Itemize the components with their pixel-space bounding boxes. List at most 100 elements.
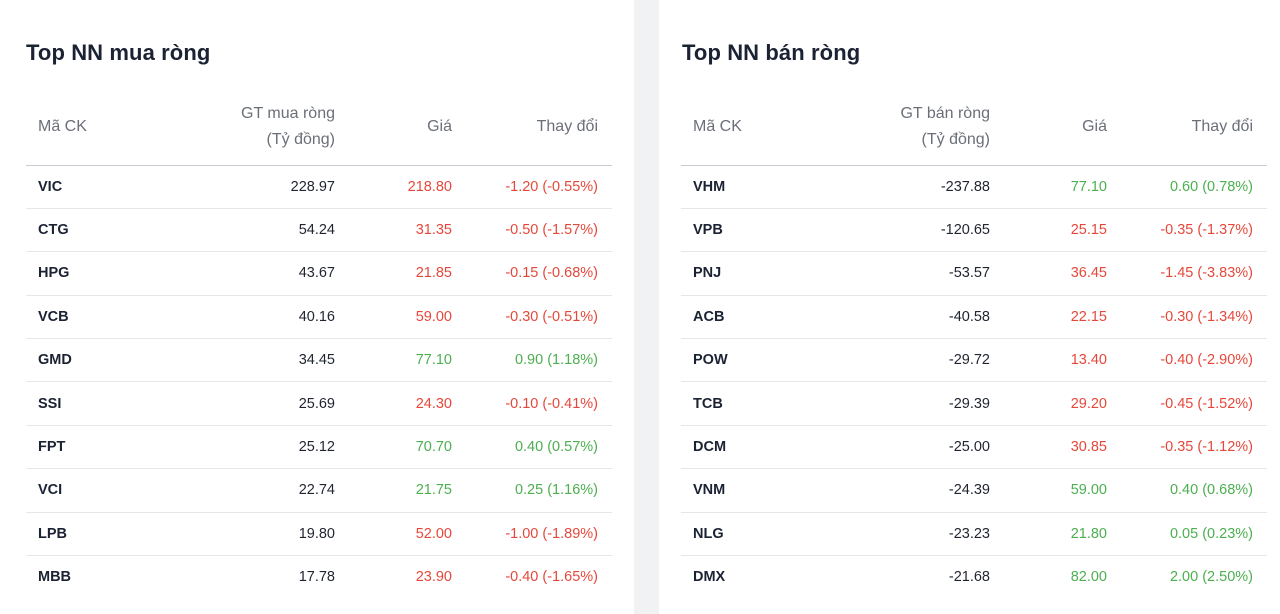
table-row[interactable]: PNJ -53.57 36.45 -1.45 (-3.83%) xyxy=(681,251,1267,296)
top-foreign-net-sell-panel: Top NN bán ròng Mã CK GT bán ròng (Tỷ đồ… xyxy=(659,0,1280,614)
price-change: 0.05 (0.23%) xyxy=(1121,512,1267,557)
price: 21.75 xyxy=(349,468,466,513)
stock-code[interactable]: LPB xyxy=(26,512,171,557)
stock-code[interactable]: MBB xyxy=(38,569,72,586)
price: 29.20 xyxy=(1004,381,1121,426)
table-row[interactable]: GMD 34.45 77.10 0.90 (1.18%) xyxy=(26,338,612,383)
table-row[interactable]: POW -29.72 13.40 -0.40 (-2.90%) xyxy=(681,338,1267,383)
stock-code[interactable]: CTG xyxy=(26,208,171,253)
price-change: 0.40 (0.68%) xyxy=(1121,468,1267,513)
price: 59.00 xyxy=(1004,468,1121,513)
price-change: -0.50 (-1.57%) xyxy=(466,208,612,253)
stock-code[interactable]: SSI xyxy=(26,381,171,426)
price-change: -0.10 (-0.41%) xyxy=(466,381,612,426)
header-value-line2: (Tỷ đồng) xyxy=(921,131,990,149)
net-value: 25.69 xyxy=(171,381,349,426)
price-change: -0.40 (-2.90%) xyxy=(1121,338,1267,383)
table-row[interactable]: CTG 54.24 31.35 -0.50 (-1.57%) xyxy=(26,208,612,253)
stock-code[interactable]: PNJ xyxy=(681,251,826,296)
table-row[interactable]: LPB 19.80 52.00 -1.00 (-1.89%) xyxy=(26,512,612,557)
table-row[interactable]: ACB -40.58 22.15 -0.30 (-1.34%) xyxy=(681,295,1267,340)
table-row[interactable]: VCI 22.74 21.75 0.25 (1.16%) xyxy=(26,468,612,513)
price: 24.30 xyxy=(349,381,466,426)
net-value: -40.58 xyxy=(826,295,1004,340)
net-value: 19.80 xyxy=(171,512,349,557)
stock-code[interactable]: DMX xyxy=(693,569,726,586)
table-row[interactable]: SSI 25.69 24.30 -0.10 (-0.41%) xyxy=(26,381,612,426)
price-change: -0.30 (-1.34%) xyxy=(1121,295,1267,340)
net-value: -29.39 xyxy=(826,381,1004,426)
price-change: -0.45 (-1.52%) xyxy=(1121,381,1267,426)
price-change: 0.25 (1.16%) xyxy=(466,468,612,513)
price: 82.00 xyxy=(1070,569,1107,586)
net-value: -237.88 xyxy=(826,165,1004,209)
stock-code[interactable]: DCM xyxy=(681,425,826,470)
table-row[interactable]: HPG 43.67 21.85 -0.15 (-0.68%) xyxy=(26,251,612,296)
stock-code[interactable]: NLG xyxy=(681,512,826,557)
net-value: 228.97 xyxy=(171,165,349,209)
stock-code[interactable]: HPG xyxy=(26,251,171,296)
panel-title: Top NN mua ròng xyxy=(26,40,211,65)
table-row[interactable]: MBB 17.78 23.90 -0.40 (-1.65%) xyxy=(26,556,612,599)
price-change: 0.60 (0.78%) xyxy=(1121,165,1267,209)
price: 25.15 xyxy=(1004,208,1121,253)
table-row[interactable]: FPT 25.12 70.70 0.40 (0.57%) xyxy=(26,425,612,470)
net-value: 54.24 xyxy=(171,208,349,253)
header-change: Thay đổi xyxy=(1121,90,1267,166)
price: 22.15 xyxy=(1004,295,1121,340)
stock-code[interactable]: VHM xyxy=(681,165,826,209)
price-change: 0.40 (0.57%) xyxy=(466,425,612,470)
stock-code[interactable]: VIC xyxy=(26,165,171,209)
net-value: 40.16 xyxy=(171,295,349,340)
stock-code[interactable]: FPT xyxy=(26,425,171,470)
net-value: 43.67 xyxy=(171,251,349,296)
stock-code[interactable]: VPB xyxy=(681,208,826,253)
panel-title: Top NN bán ròng xyxy=(682,40,861,65)
stock-code[interactable]: VCB xyxy=(26,295,171,340)
table-row[interactable]: DCM -25.00 30.85 -0.35 (-1.12%) xyxy=(681,425,1267,470)
table-row[interactable]: NLG -23.23 21.80 0.05 (0.23%) xyxy=(681,512,1267,557)
stock-code[interactable]: VCI xyxy=(26,468,171,513)
price: 77.10 xyxy=(349,338,466,383)
net-value: 25.12 xyxy=(171,425,349,470)
net-value: -120.65 xyxy=(826,208,1004,253)
header-code: Mã CK xyxy=(26,90,171,166)
price: 23.90 xyxy=(415,569,452,586)
table-row[interactable]: DMX -21.68 82.00 2.00 (2.50%) xyxy=(681,556,1267,599)
stock-code[interactable]: VNM xyxy=(681,468,826,513)
header-code: Mã CK xyxy=(681,90,826,166)
price-change: -0.35 (-1.12%) xyxy=(1121,425,1267,470)
table-header: Mã CK GT bán ròng (Tỷ đồng) Giá Thay đổi xyxy=(681,90,1267,166)
price: 21.80 xyxy=(1004,512,1121,557)
net-value: 22.74 xyxy=(171,468,349,513)
net-value: -29.72 xyxy=(826,338,1004,383)
stock-code[interactable]: ACB xyxy=(681,295,826,340)
stock-code[interactable]: TCB xyxy=(681,381,826,426)
price-change: -0.40 (-1.65%) xyxy=(505,569,598,586)
stock-code[interactable]: POW xyxy=(681,338,826,383)
header-value-line2: (Tỷ đồng) xyxy=(266,131,335,149)
price-change: -1.20 (-0.55%) xyxy=(466,165,612,209)
price-change: -0.35 (-1.37%) xyxy=(1121,208,1267,253)
table-row[interactable]: VPB -120.65 25.15 -0.35 (-1.37%) xyxy=(681,208,1267,253)
net-value: 34.45 xyxy=(171,338,349,383)
price-change: -0.15 (-0.68%) xyxy=(466,251,612,296)
table-row[interactable]: VIC 228.97 218.80 -1.20 (-0.55%) xyxy=(26,165,612,209)
net-value: -21.68 xyxy=(948,569,990,586)
net-buy-table: Mã CK GT mua ròng (Tỷ đồng) Giá Thay đổi… xyxy=(26,90,612,599)
net-value: 17.78 xyxy=(298,569,335,586)
table-row[interactable]: TCB -29.39 29.20 -0.45 (-1.52%) xyxy=(681,381,1267,426)
price: 30.85 xyxy=(1004,425,1121,470)
table-row[interactable]: VNM -24.39 59.00 0.40 (0.68%) xyxy=(681,468,1267,513)
table-row[interactable]: VHM -237.88 77.10 0.60 (0.78%) xyxy=(681,165,1267,209)
net-value: -53.57 xyxy=(826,251,1004,296)
price: 52.00 xyxy=(349,512,466,557)
table-row[interactable]: VCB 40.16 59.00 -0.30 (-0.51%) xyxy=(26,295,612,340)
net-value: -25.00 xyxy=(826,425,1004,470)
stock-code[interactable]: GMD xyxy=(26,338,171,383)
header-value: GT mua ròng (Tỷ đồng) xyxy=(171,90,349,166)
header-price: Giá xyxy=(1004,90,1121,166)
header-price: Giá xyxy=(349,90,466,166)
table-header: Mã CK GT mua ròng (Tỷ đồng) Giá Thay đổi xyxy=(26,90,612,166)
price-change: 0.90 (1.18%) xyxy=(466,338,612,383)
